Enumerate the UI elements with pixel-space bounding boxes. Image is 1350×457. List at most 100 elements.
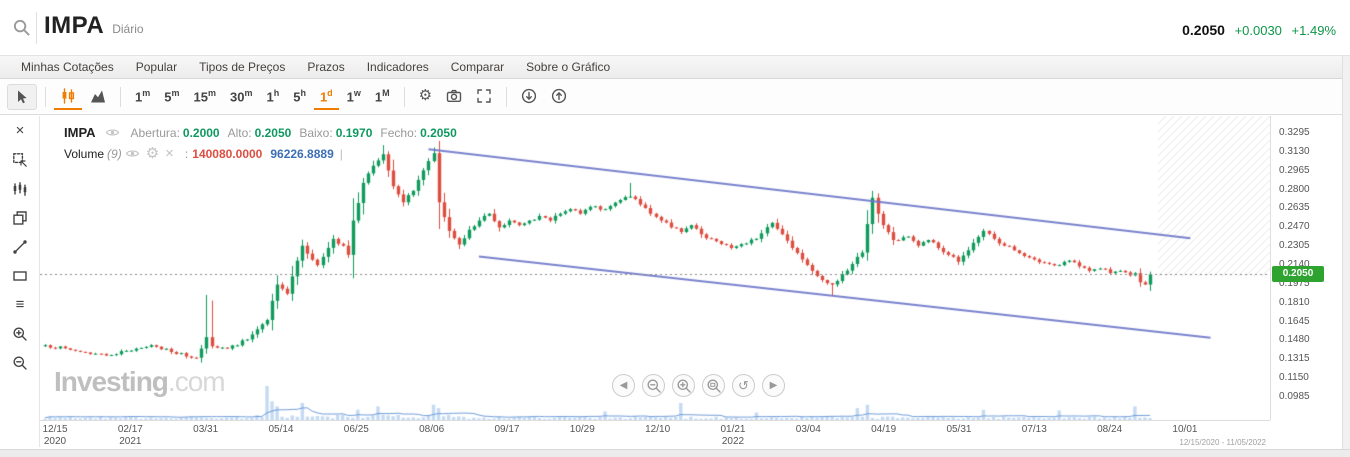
timeframe-5h[interactable]: 5h [287, 84, 312, 110]
settings-button[interactable]: ⚙ [413, 84, 438, 110]
menu-item-0[interactable]: Minhas Cotações [21, 60, 114, 74]
quote-change-percent: +1.49% [1291, 23, 1336, 38]
timeframe-1h[interactable]: 1h [260, 84, 285, 110]
watermark: Investing.com [54, 366, 226, 398]
list-tool-button[interactable]: ≡ [0, 290, 40, 319]
time-tick-10: 03/04 [795, 424, 821, 435]
title-block: IMPA Diário [44, 12, 144, 40]
price-tick-10: 0.1645 [1279, 315, 1310, 327]
time-tick-13: 07/13 [1021, 424, 1047, 435]
menu-item-1[interactable]: Popular [135, 60, 178, 74]
menu-item-4[interactable]: Indicadores [366, 60, 429, 74]
timeframe-1w[interactable]: 1w [341, 84, 367, 110]
time-tick-9: 01/21 2022 [711, 424, 755, 447]
pattern-tool-button[interactable] [0, 174, 40, 203]
toggle-volume-visibility-icon[interactable] [125, 146, 140, 161]
zoom-in-tool-button[interactable] [0, 319, 40, 348]
time-axis[interactable]: 12/15/2020 - 11/05/2022 12/15 2020 02/17 20… [40, 420, 1270, 447]
price-axis[interactable]: 0.2050 0.3295 0.3130 0.2965 0.2800 0.2635 0.2… [1270, 116, 1350, 420]
reset-view-button[interactable]: ↺ [732, 374, 755, 397]
search-icon[interactable] [12, 18, 31, 42]
area-type-button[interactable] [84, 84, 112, 110]
time-tick-year-9: 2022 [721, 436, 745, 447]
volume-ma-value: 96226.8889 [270, 146, 334, 161]
drawing-toolbar: × ≡ [0, 116, 40, 447]
toggle-symbol-visibility-icon[interactable] [105, 125, 120, 140]
quote-price: 0.2050 [1182, 22, 1225, 38]
vertical-scrollbar[interactable] [1342, 56, 1350, 449]
timeframe-15m[interactable]: 15m [188, 84, 222, 110]
screenshot-button[interactable] [440, 84, 468, 110]
rect-tool-icon [13, 270, 27, 281]
timeframe-unit: M [382, 88, 390, 99]
zoom-in-icon [677, 379, 691, 393]
zoom-area-button[interactable] [702, 374, 725, 397]
volume-settings-icon[interactable]: ⚙ [146, 146, 159, 161]
menu-item-3[interactable]: Prazos [307, 60, 345, 74]
fullscreen-button[interactable] [470, 84, 498, 110]
menu-bar: Minhas Cotações Popular Tipos de Preços Pra… [0, 56, 1350, 79]
search-icon [13, 19, 30, 36]
volume-separator: : [184, 146, 189, 161]
legend-field-label-1: Alto: [227, 125, 252, 140]
time-tick-15: 10/01 [1172, 424, 1198, 435]
eye-icon [105, 129, 119, 136]
timeframe-group: 1m 5m 15m 30m 1h 5h 1d 1w 1M [128, 84, 397, 110]
watermark-suffix: .com [167, 366, 226, 397]
rectangle-tool-button[interactable] [0, 261, 40, 290]
chart-area: IMPA Abertura: 0.2000 Alto: 0.2050 Baixo: 0.1… [40, 116, 1270, 420]
circle-up-icon [552, 88, 567, 103]
toolbar-separator [506, 86, 508, 107]
timeframe-unit: h [273, 88, 280, 99]
toolbar-separator [403, 86, 405, 107]
menu-item-6[interactable]: Sobre o Gráfico [526, 60, 611, 74]
remove-volume-icon[interactable]: × [165, 146, 174, 161]
candlestick-type-button[interactable] [54, 84, 82, 110]
eye-icon [125, 150, 139, 157]
timeframe-number: 1 [135, 89, 143, 105]
price-tick-0: 0.3295 [1279, 127, 1310, 138]
menu-item-2[interactable]: Tipos de Preços [199, 60, 286, 74]
upload-chart-button[interactable] [545, 84, 573, 110]
gear-icon: ⚙ [418, 87, 433, 104]
timeframe-unit: h [300, 88, 306, 99]
select-tool-button[interactable] [0, 145, 40, 174]
timeframe-1m[interactable]: 1m [129, 84, 156, 110]
circle-down-icon [522, 88, 537, 103]
legend-field-value-1: 0.2050 [254, 125, 292, 140]
timeframe-number: 1 [319, 89, 328, 105]
zoom-in-button[interactable] [672, 374, 695, 397]
timeframe-number: 30 [229, 89, 245, 105]
timeframe-30m[interactable]: 30m [224, 84, 258, 110]
zoom-out-icon [647, 379, 661, 393]
price-chart-canvas[interactable] [40, 116, 1270, 420]
zoom-out-button[interactable] [642, 374, 665, 397]
candles-icon [62, 87, 75, 104]
pan-left-button[interactable]: ◀ [612, 374, 635, 397]
price-tick-14: 0.0985 [1279, 391, 1310, 402]
cursor-tool-button[interactable] [7, 83, 37, 110]
horizontal-scrollbar[interactable] [0, 449, 1350, 457]
timeframe-number: 5 [293, 89, 301, 105]
download-chart-button[interactable] [515, 84, 543, 110]
pan-right-button[interactable]: ▶ [762, 374, 785, 397]
timeframe-unit: m [207, 88, 216, 99]
clone-tool-button[interactable] [0, 203, 40, 232]
trendline-tool-button[interactable] [0, 232, 40, 261]
price-tick-4: 0.2635 [1279, 202, 1310, 214]
timeframe-5m[interactable]: 5m [158, 84, 185, 110]
legend-field-label-0: Abertura: [130, 125, 180, 140]
price-tick-1: 0.3130 [1279, 145, 1310, 157]
zoom-out-tool-button[interactable] [0, 348, 40, 377]
close-tool-button[interactable]: × [0, 116, 40, 145]
time-tick-year-0: 2020 [43, 436, 67, 447]
volume-period: (9) [107, 146, 122, 161]
timeframe-1d[interactable]: 1d [313, 84, 339, 110]
menu-item-5[interactable]: Comparar [450, 60, 505, 74]
timeframe-1M[interactable]: 1M [369, 84, 396, 110]
legend-symbol-row: IMPA Abertura: 0.2000 Alto: 0.2050 Baixo: 0.1… [64, 122, 457, 143]
volume-value: 140080.0000 [192, 146, 263, 161]
price-tick-8: 0.1975 [1279, 277, 1310, 289]
time-tick-0: 12/15 2020 [33, 424, 77, 447]
